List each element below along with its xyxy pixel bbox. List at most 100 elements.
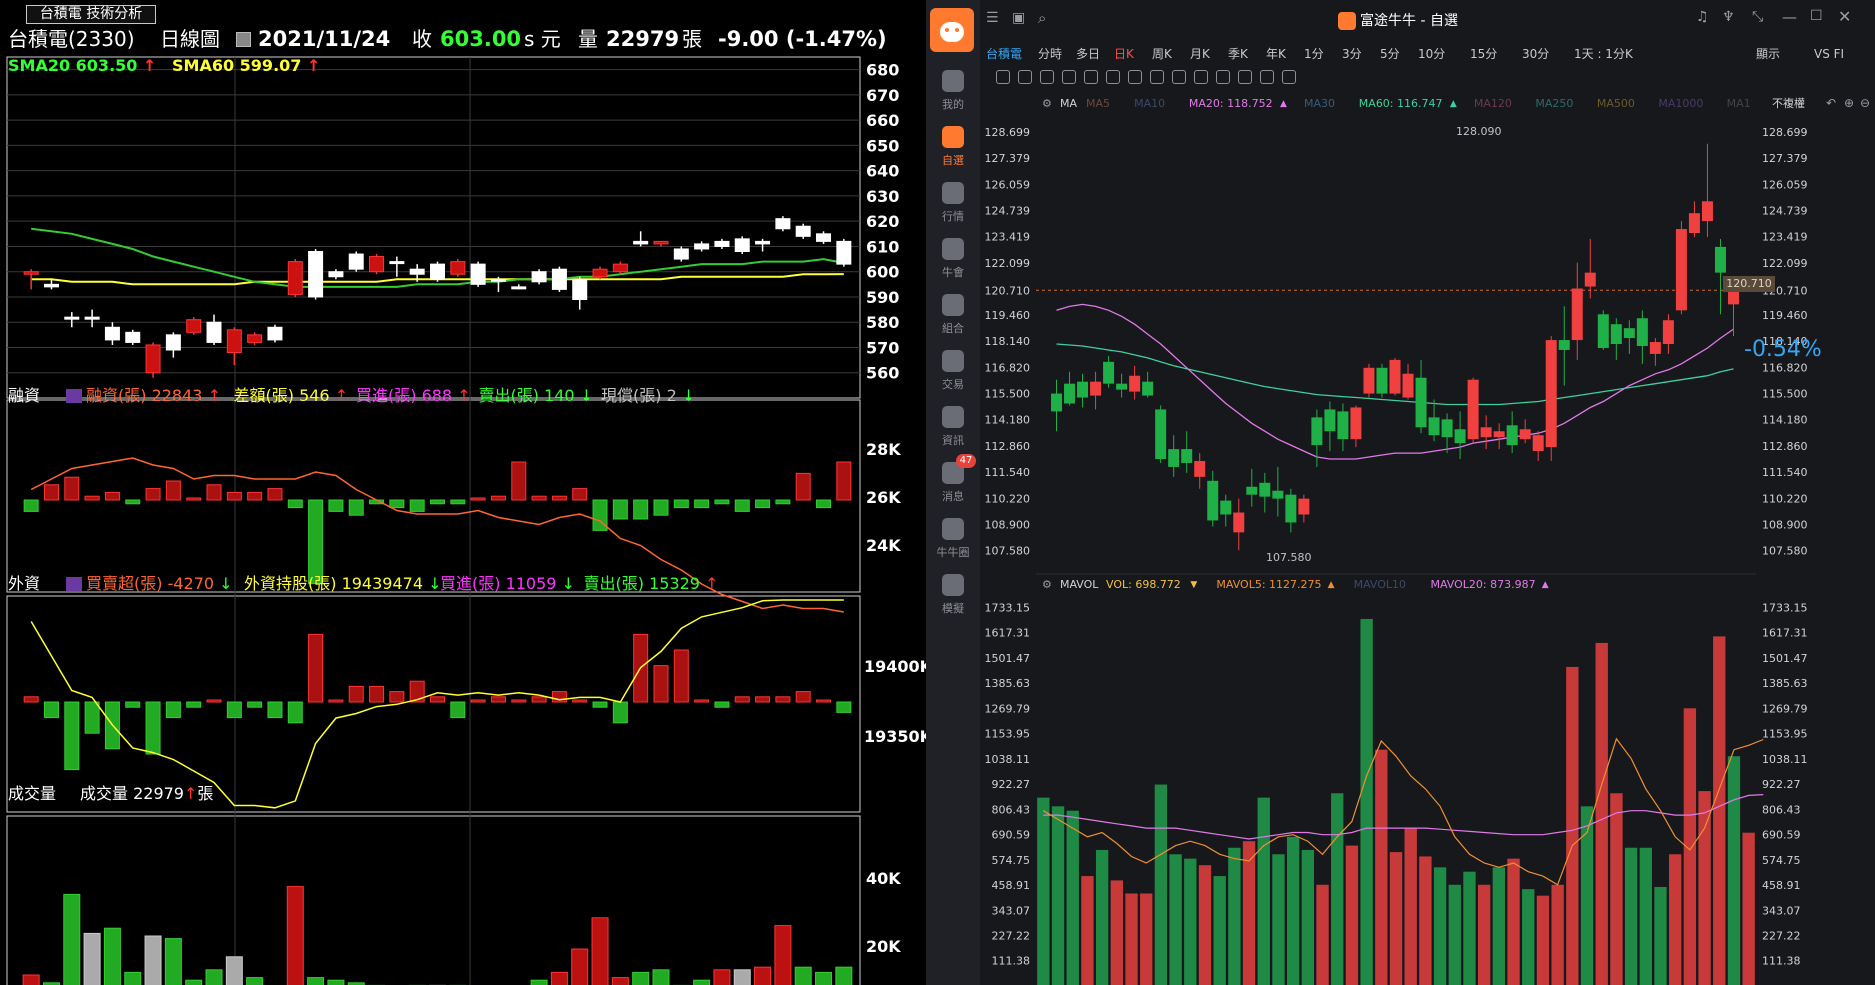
foreign-bar <box>836 701 852 713</box>
foreign-bar <box>267 701 283 719</box>
price-tick-label-left: 115.500 <box>985 388 1031 401</box>
ma-legend-item[interactable]: MA60: 116.747 <box>1358 97 1443 110</box>
trade-icon[interactable] <box>942 350 964 372</box>
zoom-out-icon[interactable]: ⊖ <box>1860 96 1871 110</box>
close-label: 收 <box>412 27 432 51</box>
list-icon[interactable] <box>66 577 82 591</box>
volume-bar <box>164 938 182 985</box>
foreign-legend-label: 賣出(張) 15329 <box>583 574 700 593</box>
timeframe-tab[interactable]: 1分 <box>1304 47 1324 61</box>
layout-icon[interactable]: ▣ <box>1012 10 1026 26</box>
draw-toolbar-line-tool-icon[interactable] <box>1018 70 1032 84</box>
ma-legend-item[interactable]: MA500 <box>1596 97 1635 110</box>
draw-toolbar-eraser-icon[interactable] <box>1238 70 1252 84</box>
ma-legend-item[interactable]: MA20: 118.752 <box>1188 97 1273 110</box>
watchlist-icon[interactable] <box>942 126 964 148</box>
vol-legend-item[interactable]: VOL: 698.772 <box>1106 578 1181 591</box>
vol-settings-icon[interactable]: ⚙ <box>1042 578 1052 591</box>
draw-toolbar-pen-icon[interactable] <box>1150 70 1164 84</box>
volume-tick-label: 1038.11 <box>1762 753 1808 766</box>
vol-legend-item[interactable]: MAVOL10 <box>1353 578 1407 591</box>
timeframe-tab[interactable]: 顯示 <box>1756 47 1781 61</box>
draw-toolbar-draw-tool-icon[interactable] <box>1040 70 1054 84</box>
volume-bar <box>733 969 751 985</box>
foreign-bar <box>653 665 669 703</box>
timeframe-tab[interactable]: 30分 <box>1522 47 1550 61</box>
app-logo-icon[interactable] <box>930 8 974 52</box>
timeframe-tab[interactable]: 1天 : 1分K <box>1574 47 1633 61</box>
timeframe-tab[interactable]: 5分 <box>1380 47 1400 61</box>
vol-legend-item[interactable]: MAVOL20: 873.987 <box>1430 578 1536 591</box>
vol-legend-item[interactable]: MAVOL5: 1127.275 <box>1216 578 1322 591</box>
ma-legend-item[interactable]: MA1 <box>1726 97 1751 110</box>
ma-legend-item[interactable]: MA1000 <box>1658 97 1704 110</box>
undo-icon[interactable]: ↶ <box>1826 96 1837 110</box>
timeframe-tab[interactable]: 台積電 <box>986 47 1023 61</box>
ma-legend-item[interactable]: MA10 <box>1134 97 1166 110</box>
timeframe-tab[interactable]: 年K <box>1266 47 1286 61</box>
zoom-in-icon[interactable]: ⊕ <box>1844 96 1855 110</box>
foreign-legend-item: 賣出(張) 15329 ↑ <box>584 574 719 594</box>
margin-bar <box>775 499 791 505</box>
volume-bar <box>1110 880 1123 985</box>
timeframe-tab[interactable]: 10分 <box>1418 47 1446 61</box>
draw-toolbar-arrow-tool-icon[interactable] <box>1128 70 1142 84</box>
draw-toolbar-lock-icon[interactable] <box>1216 70 1230 84</box>
minimize-icon[interactable]: — <box>1782 8 1797 26</box>
timeframe-tab[interactable]: 多日 <box>1076 47 1101 61</box>
headphone-icon[interactable]: ♫ <box>1696 9 1709 25</box>
close-icon[interactable]: ✕ <box>1838 7 1852 26</box>
timeframe-tab[interactable]: VS FI <box>1814 47 1845 61</box>
ma-legend-item[interactable]: MA30 <box>1304 97 1336 110</box>
candle-body <box>1545 340 1557 448</box>
timeframe-tab[interactable]: 日K <box>1114 47 1134 61</box>
maximize-icon[interactable]: ☐ <box>1810 8 1823 24</box>
foreign-bar <box>490 696 506 703</box>
timeframe-tab[interactable]: 分時 <box>1038 47 1063 61</box>
circle-icon[interactable] <box>942 518 964 540</box>
candle-body <box>226 329 242 354</box>
message-icon[interactable] <box>942 462 964 484</box>
ma-legend-item[interactable]: MA5 <box>1086 97 1111 110</box>
left-window-tab[interactable]: 台積電 技術分析 <box>26 5 156 24</box>
portfolio-icon[interactable] <box>942 294 964 316</box>
volume-bar <box>307 977 325 985</box>
volume-bar <box>1345 845 1359 985</box>
shirt-icon[interactable]: ♆ <box>1722 9 1735 25</box>
timeframe-tab[interactable]: 3分 <box>1342 47 1362 61</box>
price-tick-label: 110.220 <box>1762 492 1808 505</box>
menu-icon[interactable]: ☰ <box>986 10 999 26</box>
timeframe-tab[interactable]: 季K <box>1228 47 1248 61</box>
adjust-selector[interactable]: 不複權 <box>1772 97 1805 110</box>
shrink-icon[interactable]: ⤡ <box>1752 9 1764 25</box>
draw-toolbar-move-icon[interactable] <box>996 70 1010 84</box>
timeframe-tab[interactable]: 周K <box>1152 47 1172 61</box>
ma-legend-item[interactable]: MA250 <box>1535 97 1574 110</box>
candle-body <box>1662 320 1674 345</box>
volume-tick-label: 690.59 <box>1762 829 1801 842</box>
ma-selector[interactable]: MA <box>1060 97 1078 110</box>
user-icon[interactable] <box>942 70 964 92</box>
draw-toolbar-channel-tool-icon[interactable] <box>1062 70 1076 84</box>
draw-toolbar-magnet-icon[interactable] <box>1194 70 1208 84</box>
title-logo-icon <box>1338 12 1356 30</box>
draw-toolbar-text-tool-icon[interactable] <box>1172 70 1186 84</box>
vol-selector[interactable]: MAVOL <box>1060 578 1099 591</box>
market-icon[interactable] <box>942 182 964 204</box>
draw-toolbar-settings-icon[interactable] <box>1282 70 1296 84</box>
candle-body <box>633 240 649 245</box>
draw-toolbar-hide-icon[interactable] <box>1260 70 1274 84</box>
chart-type-dropdown-icon[interactable] <box>236 32 251 47</box>
ma-settings-icon[interactable]: ⚙ <box>1042 97 1052 110</box>
timeframe-tab[interactable]: 15分 <box>1470 47 1498 61</box>
community-icon[interactable] <box>942 238 964 260</box>
draw-toolbar-measure-icon[interactable] <box>1106 70 1120 84</box>
news-icon[interactable] <box>942 406 964 428</box>
list-icon[interactable] <box>66 389 82 403</box>
timeframe-tab[interactable]: 月K <box>1190 47 1210 61</box>
draw-toolbar-fib-tool-icon[interactable] <box>1084 70 1098 84</box>
simulate-icon[interactable] <box>942 574 964 596</box>
ma-legend-item[interactable]: MA120 <box>1473 97 1512 110</box>
volume-tick-label: 1385.63 <box>1762 677 1808 690</box>
search-icon[interactable]: ⌕ <box>1038 9 1047 27</box>
